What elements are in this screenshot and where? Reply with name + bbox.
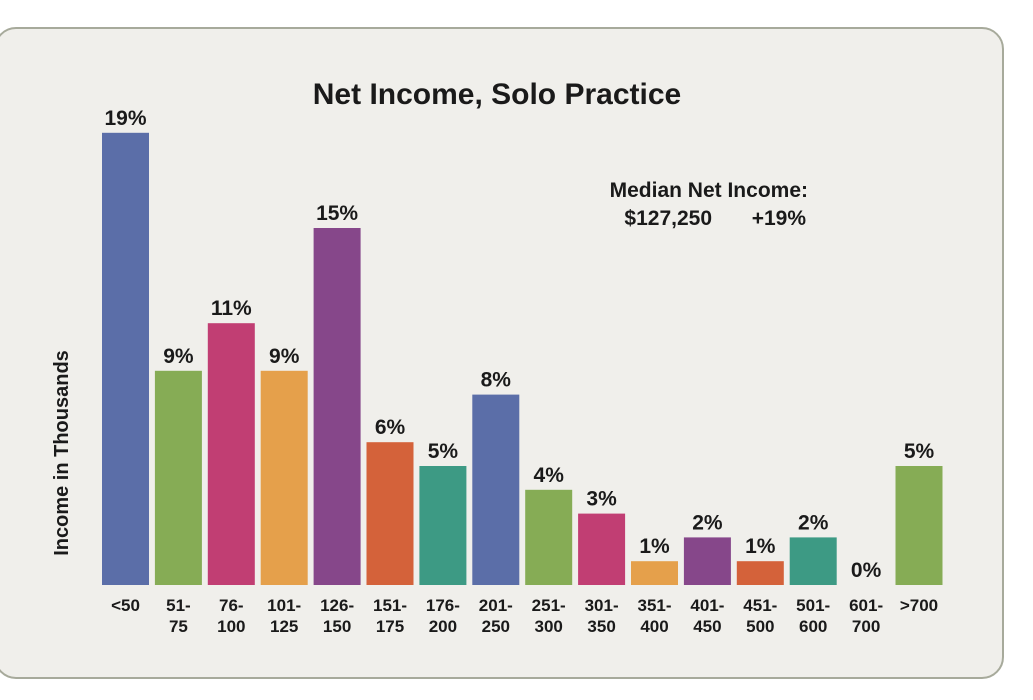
tick-label-7-1: 250 (482, 617, 510, 636)
bar-7 (472, 394, 520, 585)
tick-label-12-1: 500 (746, 617, 774, 636)
bar-10 (631, 561, 678, 585)
tick-label-2-0: 76- (219, 596, 244, 615)
data-label-10: 1% (639, 535, 670, 558)
bar-13 (789, 537, 837, 585)
data-label-14: 0% (851, 559, 882, 582)
tick-label-6-1: 200 (429, 617, 457, 636)
data-label-0: 19% (104, 107, 146, 130)
bar-1 (154, 370, 202, 585)
data-label-3: 9% (269, 345, 300, 368)
data-label-15: 5% (904, 440, 935, 463)
tick-label-6-0: 176- (426, 596, 460, 615)
bar-11 (683, 537, 731, 585)
data-label-11: 2% (692, 511, 723, 534)
tick-label-10-1: 400 (640, 617, 668, 636)
tick-label-12-0: 451- (743, 596, 777, 615)
data-label-6: 5% (428, 440, 459, 463)
bars-group: 19% <50 9% 51- 75 11% 76- 100 9% 101- 125 15% 126- 15… (102, 107, 943, 636)
tick-label-3-1: 125 (270, 617, 298, 636)
data-label-7: 8% (481, 369, 512, 392)
median-income-change: +19% (752, 207, 807, 230)
bar-12 (736, 561, 784, 585)
tick-label-8-1: 300 (535, 617, 563, 636)
tick-label-2-1: 100 (217, 617, 245, 636)
tick-label-4-0: 126- (320, 596, 354, 615)
bar-4 (313, 228, 361, 585)
y-axis-label: Income in Thousands (51, 350, 73, 556)
bar-8 (525, 489, 573, 585)
tick-label-0-0: <50 (111, 596, 140, 615)
tick-label-11-1: 450 (693, 617, 721, 636)
tick-label-9-0: 301- (585, 596, 619, 615)
median-income-label: Median Net Income: (610, 179, 808, 202)
tick-label-1-0: 51- (166, 596, 191, 615)
data-label-8: 4% (534, 464, 565, 487)
tick-label-5-1: 175 (376, 617, 404, 636)
data-label-4: 15% (316, 202, 358, 225)
data-label-5: 6% (375, 416, 406, 439)
bar-9 (578, 513, 626, 585)
tick-label-11-0: 401- (690, 596, 724, 615)
bar-0 (102, 132, 149, 586)
data-label-2: 11% (211, 297, 252, 320)
tick-label-4-1: 150 (323, 617, 351, 636)
tick-label-1-1: 75 (169, 617, 188, 636)
tick-label-10-0: 351- (637, 596, 671, 615)
bar-6 (419, 466, 467, 585)
bar-5 (366, 442, 414, 585)
tick-label-9-1: 350 (587, 617, 615, 636)
tick-label-3-0: 101- (267, 596, 301, 615)
chart-title: Net Income, Solo Practice (313, 78, 681, 111)
data-label-1: 9% (163, 345, 194, 368)
median-income-value: $127,250 (624, 207, 712, 230)
tick-label-13-0: 501- (796, 596, 830, 615)
tick-label-14-1: 700 (852, 617, 880, 636)
tick-label-8-0: 251- (532, 596, 566, 615)
tick-label-13-1: 600 (799, 617, 827, 636)
data-label-12: 1% (745, 535, 776, 558)
tick-label-7-0: 201- (479, 596, 513, 615)
bar-3 (260, 370, 308, 585)
data-label-13: 2% (798, 511, 829, 534)
bar-15 (895, 466, 943, 585)
tick-label-14-0: 601- (849, 596, 883, 615)
data-label-9: 3% (586, 488, 617, 511)
bar-2 (207, 323, 255, 585)
tick-label-5-0: 151- (373, 596, 407, 615)
tick-label-15-0: >700 (900, 596, 938, 615)
